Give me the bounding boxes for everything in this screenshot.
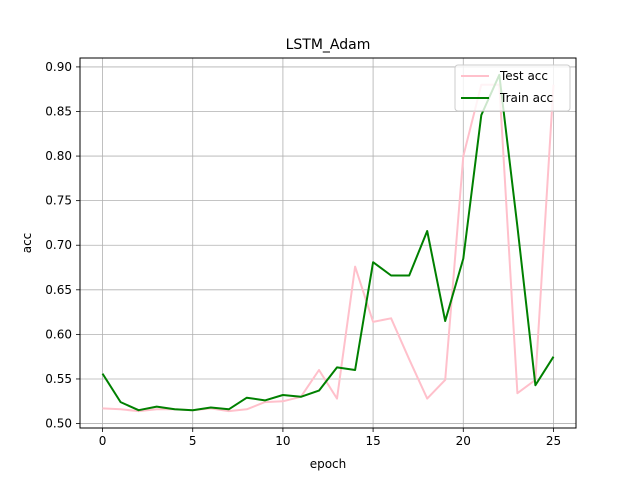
y-tick-label: 0.80	[45, 149, 72, 163]
legend-label-test-acc: Test acc	[499, 69, 548, 83]
y-tick-label: 0.85	[45, 104, 72, 118]
y-axis-label: acc	[20, 233, 34, 254]
y-tick-label: 0.65	[45, 283, 72, 297]
y-axis-ticks: 0.50 0.55 0.60 0.65 0.70 0.75 0.80 0.85 0.90	[45, 60, 80, 431]
x-tick-label: 10	[275, 434, 290, 448]
x-axis-ticks: 0 5 10 15 20 25	[99, 428, 561, 448]
legend-label-train-acc: Train acc	[499, 91, 553, 105]
series-line-train-acc	[101, 73, 555, 412]
x-tick-label: 20	[456, 434, 471, 448]
plot-frame	[79, 57, 577, 429]
x-tick-label: 0	[99, 434, 107, 448]
y-tick-label: 0.70	[45, 238, 72, 252]
y-tick-label: 0.90	[45, 60, 72, 74]
grid	[80, 58, 576, 428]
y-tick-label: 0.60	[45, 327, 72, 341]
x-tick-label: 5	[189, 434, 197, 448]
legend: Test acc Train acc	[454, 64, 571, 112]
y-tick-label: 0.55	[45, 372, 72, 386]
y-tick-label: 0.50	[45, 417, 72, 431]
x-tick-label: 15	[365, 434, 380, 448]
x-axis-label: epoch	[310, 457, 347, 471]
y-tick-label: 0.75	[45, 194, 72, 208]
chart-title: LSTM_Adam	[286, 37, 371, 53]
x-tick-label: 25	[546, 434, 561, 448]
